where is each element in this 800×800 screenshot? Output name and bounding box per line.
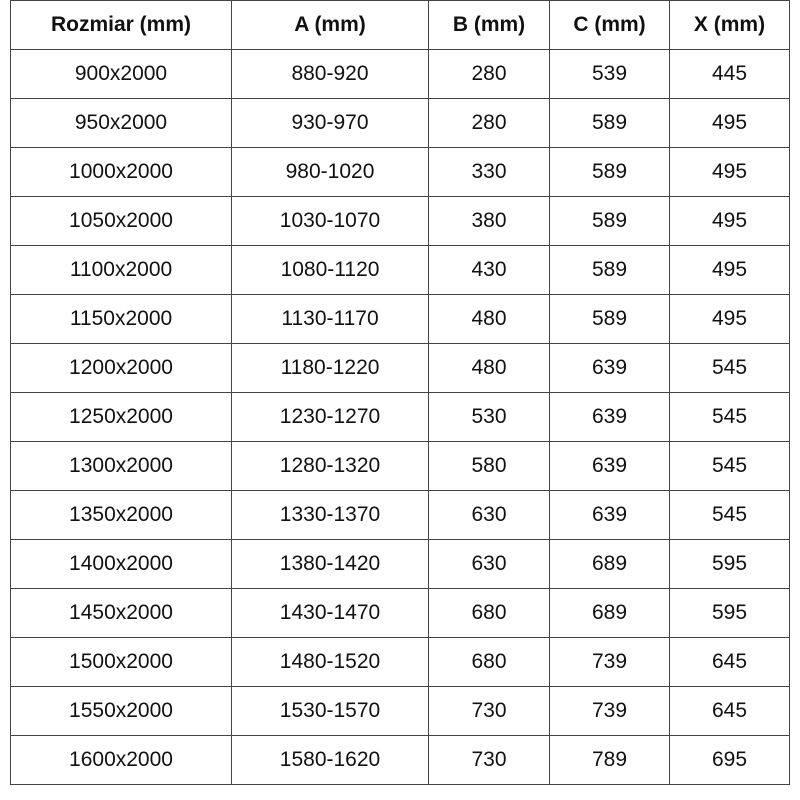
table-row: 1500x2000 1480-1520 680 739 645 <box>10 637 790 687</box>
cell-size: 1200x2000 <box>10 343 232 393</box>
cell-size: 1150x2000 <box>10 294 232 344</box>
cell-c: 589 <box>549 98 670 148</box>
cell-size: 900x2000 <box>10 49 232 99</box>
cell-c: 639 <box>549 392 670 442</box>
cell-x: 495 <box>669 147 790 197</box>
table-row: 1450x2000 1430-1470 680 689 595 <box>10 588 790 638</box>
header-x: X (mm) <box>669 0 790 50</box>
cell-c: 589 <box>549 196 670 246</box>
cell-b: 480 <box>428 343 550 393</box>
cell-a: 1580-1620 <box>231 735 429 785</box>
cell-x: 545 <box>669 441 790 491</box>
cell-a: 1080-1120 <box>231 245 429 295</box>
cell-b: 580 <box>428 441 550 491</box>
cell-x: 645 <box>669 637 790 687</box>
cell-b: 630 <box>428 490 550 540</box>
cell-c: 639 <box>549 441 670 491</box>
cell-x: 695 <box>669 735 790 785</box>
cell-b: 280 <box>428 49 550 99</box>
cell-a: 1380-1420 <box>231 539 429 589</box>
cell-b: 430 <box>428 245 550 295</box>
cell-x: 545 <box>669 392 790 442</box>
cell-c: 739 <box>549 686 670 736</box>
header-size: Rozmiar (mm) <box>10 0 232 50</box>
cell-size: 1450x2000 <box>10 588 232 638</box>
cell-x: 495 <box>669 294 790 344</box>
cell-c: 589 <box>549 245 670 295</box>
cell-x: 445 <box>669 49 790 99</box>
cell-a: 1430-1470 <box>231 588 429 638</box>
table-row: 1300x2000 1280-1320 580 639 545 <box>10 441 790 491</box>
cell-size: 1400x2000 <box>10 539 232 589</box>
cell-b: 330 <box>428 147 550 197</box>
table-row: 1350x2000 1330-1370 630 639 545 <box>10 490 790 540</box>
cell-x: 595 <box>669 539 790 589</box>
cell-size: 1550x2000 <box>10 686 232 736</box>
cell-a: 980-1020 <box>231 147 429 197</box>
table-row: 1550x2000 1530-1570 730 739 645 <box>10 686 790 736</box>
cell-x: 495 <box>669 245 790 295</box>
cell-c: 689 <box>549 588 670 638</box>
cell-size: 1600x2000 <box>10 735 232 785</box>
cell-x: 545 <box>669 490 790 540</box>
cell-x: 645 <box>669 686 790 736</box>
cell-x: 495 <box>669 98 790 148</box>
cell-c: 589 <box>549 147 670 197</box>
cell-size: 1000x2000 <box>10 147 232 197</box>
cell-size: 1300x2000 <box>10 441 232 491</box>
cell-b: 380 <box>428 196 550 246</box>
cell-b: 280 <box>428 98 550 148</box>
table-row: 1000x2000 980-1020 330 589 495 <box>10 147 790 197</box>
cell-a: 880-920 <box>231 49 429 99</box>
table-row: 900x2000 880-920 280 539 445 <box>10 49 790 99</box>
table-row: 1400x2000 1380-1420 630 689 595 <box>10 539 790 589</box>
cell-c: 639 <box>549 490 670 540</box>
cell-size: 1250x2000 <box>10 392 232 442</box>
table-row: 1150x2000 1130-1170 480 589 495 <box>10 294 790 344</box>
dimensions-table: Rozmiar (mm) A (mm) B (mm) C (mm) X (mm) 900… <box>10 0 790 785</box>
cell-b: 730 <box>428 686 550 736</box>
header-a: A (mm) <box>231 0 429 50</box>
cell-b: 630 <box>428 539 550 589</box>
header-c: C (mm) <box>549 0 670 50</box>
cell-c: 789 <box>549 735 670 785</box>
table-row: 1250x2000 1230-1270 530 639 545 <box>10 392 790 442</box>
cell-c: 589 <box>549 294 670 344</box>
cell-x: 495 <box>669 196 790 246</box>
cell-c: 639 <box>549 343 670 393</box>
table-row: 1100x2000 1080-1120 430 589 495 <box>10 245 790 295</box>
cell-a: 1180-1220 <box>231 343 429 393</box>
cell-a: 1280-1320 <box>231 441 429 491</box>
cell-a: 1230-1270 <box>231 392 429 442</box>
cell-a: 1330-1370 <box>231 490 429 540</box>
header-b: B (mm) <box>428 0 550 50</box>
table-row: 950x2000 930-970 280 589 495 <box>10 98 790 148</box>
cell-a: 1030-1070 <box>231 196 429 246</box>
table-row: 1050x2000 1030-1070 380 589 495 <box>10 196 790 246</box>
cell-b: 480 <box>428 294 550 344</box>
cell-size: 1100x2000 <box>10 245 232 295</box>
cell-b: 680 <box>428 588 550 638</box>
cell-c: 539 <box>549 49 670 99</box>
cell-size: 950x2000 <box>10 98 232 148</box>
cell-size: 1050x2000 <box>10 196 232 246</box>
cell-x: 545 <box>669 343 790 393</box>
cell-a: 1480-1520 <box>231 637 429 687</box>
cell-c: 739 <box>549 637 670 687</box>
table-row: 1600x2000 1580-1620 730 789 695 <box>10 735 790 785</box>
cell-size: 1350x2000 <box>10 490 232 540</box>
cell-size: 1500x2000 <box>10 637 232 687</box>
cell-c: 689 <box>549 539 670 589</box>
cell-b: 680 <box>428 637 550 687</box>
table-row: 1200x2000 1180-1220 480 639 545 <box>10 343 790 393</box>
cell-x: 595 <box>669 588 790 638</box>
cell-b: 730 <box>428 735 550 785</box>
cell-a: 930-970 <box>231 98 429 148</box>
cell-b: 530 <box>428 392 550 442</box>
cell-a: 1130-1170 <box>231 294 429 344</box>
header-row: Rozmiar (mm) A (mm) B (mm) C (mm) X (mm) <box>10 0 790 50</box>
cell-a: 1530-1570 <box>231 686 429 736</box>
